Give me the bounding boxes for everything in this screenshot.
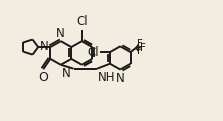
Text: N: N (40, 40, 48, 53)
Text: N: N (56, 27, 65, 40)
Text: O: O (38, 71, 48, 84)
Text: F: F (137, 46, 143, 57)
Text: Cl: Cl (87, 46, 99, 59)
Text: F: F (137, 39, 143, 49)
Text: Cl: Cl (76, 15, 88, 28)
Text: N: N (116, 72, 125, 85)
Text: NH: NH (98, 71, 115, 84)
Text: F: F (140, 43, 146, 53)
Text: N: N (62, 67, 70, 79)
